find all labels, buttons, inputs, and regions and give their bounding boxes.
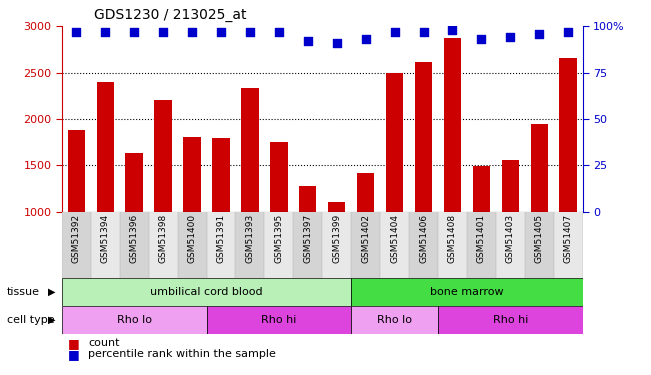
Text: GSM51391: GSM51391 — [217, 214, 225, 263]
Bar — [380, 212, 409, 278]
Text: GSM51404: GSM51404 — [390, 214, 399, 263]
Bar — [178, 212, 206, 278]
Point — [476, 36, 486, 42]
Bar — [242, 87, 258, 212]
Text: ▶: ▶ — [48, 286, 55, 297]
Text: ■: ■ — [68, 337, 80, 350]
Bar — [531, 124, 548, 212]
Bar — [496, 212, 525, 278]
Point — [100, 29, 111, 35]
Bar — [351, 212, 380, 278]
Text: GSM51392: GSM51392 — [72, 214, 81, 263]
Bar — [62, 212, 90, 278]
Bar — [294, 212, 322, 278]
Text: ▶: ▶ — [48, 315, 55, 325]
Text: Rho hi: Rho hi — [261, 315, 297, 325]
Bar — [438, 306, 583, 334]
Text: GSM51398: GSM51398 — [159, 214, 167, 263]
Text: GSM51405: GSM51405 — [534, 214, 544, 263]
Bar — [554, 212, 583, 278]
Point — [563, 29, 574, 35]
Bar — [126, 153, 143, 212]
Point — [215, 29, 226, 35]
Point — [419, 29, 429, 35]
Bar — [386, 73, 403, 212]
Text: cell type: cell type — [7, 315, 54, 325]
Bar — [184, 137, 201, 212]
Point — [245, 29, 255, 35]
Text: tissue: tissue — [7, 286, 40, 297]
Bar — [206, 212, 236, 278]
Text: count: count — [88, 338, 119, 348]
Text: GSM51399: GSM51399 — [332, 214, 341, 263]
Point — [187, 29, 197, 35]
Text: Rho lo: Rho lo — [117, 315, 152, 325]
Text: GSM51406: GSM51406 — [419, 214, 428, 263]
Bar — [328, 202, 346, 212]
Text: ■: ■ — [68, 348, 80, 361]
Text: bone marrow: bone marrow — [430, 286, 504, 297]
Bar — [357, 173, 374, 212]
Text: GSM51394: GSM51394 — [101, 214, 110, 263]
Bar — [154, 100, 172, 212]
Point — [447, 27, 458, 33]
Point — [303, 38, 313, 44]
Bar — [90, 212, 120, 278]
Bar — [62, 278, 351, 306]
Bar — [559, 58, 577, 212]
Bar — [236, 212, 264, 278]
Text: GDS1230 / 213025_at: GDS1230 / 213025_at — [94, 9, 247, 22]
Text: GSM51397: GSM51397 — [303, 214, 312, 263]
Bar — [96, 82, 114, 212]
Text: GSM51396: GSM51396 — [130, 214, 139, 263]
Bar — [212, 138, 230, 212]
Bar — [438, 212, 467, 278]
Text: umbilical cord blood: umbilical cord blood — [150, 286, 263, 297]
Text: GSM51395: GSM51395 — [274, 214, 283, 263]
Bar — [264, 212, 294, 278]
Point — [361, 36, 371, 42]
Bar — [351, 306, 438, 334]
Text: GSM51401: GSM51401 — [477, 214, 486, 263]
Text: GSM51402: GSM51402 — [361, 214, 370, 263]
Text: GSM51408: GSM51408 — [448, 214, 457, 263]
Bar — [409, 212, 438, 278]
Bar — [206, 306, 351, 334]
Text: percentile rank within the sample: percentile rank within the sample — [88, 350, 276, 359]
Bar — [351, 278, 583, 306]
Point — [129, 29, 139, 35]
Bar — [120, 212, 148, 278]
Point — [71, 29, 81, 35]
Text: Rho hi: Rho hi — [493, 315, 528, 325]
Point — [534, 31, 544, 37]
Bar — [68, 130, 85, 212]
Point — [389, 29, 400, 35]
Bar — [322, 212, 351, 278]
Text: Rho lo: Rho lo — [377, 315, 412, 325]
Point — [158, 29, 169, 35]
Bar — [444, 38, 461, 212]
Bar — [525, 212, 554, 278]
Text: GSM51393: GSM51393 — [245, 214, 255, 263]
Point — [273, 29, 284, 35]
Bar — [415, 62, 432, 212]
Bar — [467, 212, 496, 278]
Bar — [473, 166, 490, 212]
Bar — [62, 306, 206, 334]
Point — [331, 40, 342, 46]
Text: GSM51400: GSM51400 — [187, 214, 197, 263]
Bar — [148, 212, 178, 278]
Bar — [270, 142, 288, 212]
Bar — [502, 160, 519, 212]
Text: GSM51407: GSM51407 — [564, 214, 573, 263]
Bar — [299, 186, 316, 212]
Text: GSM51403: GSM51403 — [506, 214, 515, 263]
Point — [505, 34, 516, 40]
